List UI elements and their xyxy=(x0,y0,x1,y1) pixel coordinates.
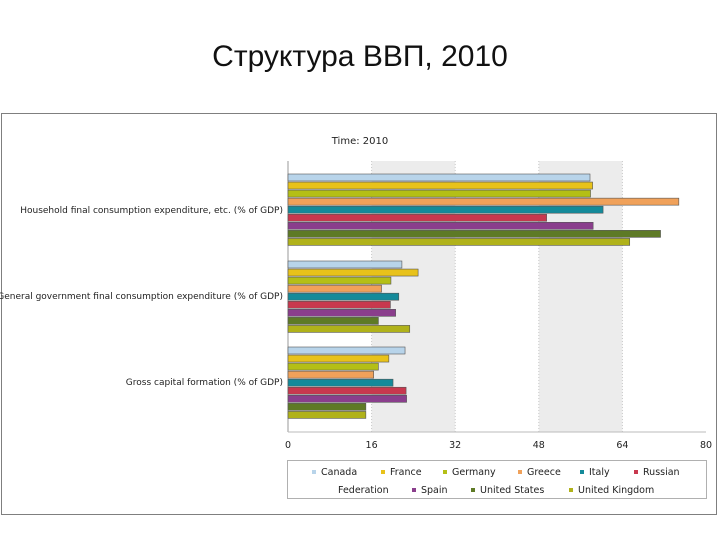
category-label: General government final consumption exp… xyxy=(0,292,283,302)
bar-spain-1 xyxy=(287,308,396,317)
bar-greece-0 xyxy=(287,197,680,206)
legend-label: Federation xyxy=(338,485,389,496)
tick-labels: 0 16 32 48 64 80 xyxy=(285,440,712,451)
bar-russian-federation-2 xyxy=(287,386,407,395)
x-tick-label: 80 xyxy=(700,440,712,451)
bar-united-kingdom-2 xyxy=(287,411,367,419)
x-tick-label: 32 xyxy=(449,440,461,451)
bar-united-states-1 xyxy=(287,317,379,325)
bar-italy-1 xyxy=(287,292,400,301)
bar-italy-0 xyxy=(287,205,604,214)
bar-france-0 xyxy=(287,181,593,190)
legend-item-spain[interactable]: Spain xyxy=(412,485,448,496)
legend-item-germany[interactable]: Germany xyxy=(443,467,496,478)
bar-greece-2 xyxy=(287,370,374,379)
category-label: Household final consumption expenditure,… xyxy=(20,206,283,216)
legend-swatch xyxy=(569,487,573,492)
bar-spain-0 xyxy=(287,222,594,230)
legend-label: Russian xyxy=(643,467,680,478)
legend-item-united-kingdom[interactable]: United Kingdom xyxy=(569,485,654,496)
x-tick-label: 0 xyxy=(285,440,291,451)
legend-label: United Kingdom xyxy=(578,485,655,496)
legend-item-greece[interactable]: Greece xyxy=(518,467,561,478)
legend-swatch xyxy=(471,487,475,492)
category-label: Gross capital formation (% of GDP) xyxy=(126,378,283,388)
legend-swatch xyxy=(443,469,447,474)
bar-spain-2 xyxy=(287,394,407,403)
bar-greece-1 xyxy=(287,284,382,293)
bar-canada-0 xyxy=(287,173,591,182)
legend-label: Canada xyxy=(321,467,358,478)
legend-label: United States xyxy=(480,485,545,496)
chart-title: Time: 2010 xyxy=(331,136,388,147)
bar-russian-federation-1 xyxy=(287,300,391,309)
bar-canada-1 xyxy=(287,260,403,269)
category-labels: Household final consumption expenditure,… xyxy=(0,206,283,388)
bar-united-kingdom-1 xyxy=(287,325,411,333)
bar-russian-federation-0 xyxy=(287,213,547,222)
legend-item-france[interactable]: France xyxy=(381,467,422,478)
legend-item-canada[interactable]: Canada xyxy=(312,467,357,478)
bar-germany-1 xyxy=(287,276,392,285)
x-tick-label: 16 xyxy=(366,440,378,451)
bar-germany-0 xyxy=(287,189,591,198)
legend-swatch xyxy=(634,469,638,474)
bar-united-states-0 xyxy=(287,230,661,238)
bar-italy-2 xyxy=(287,378,394,387)
legend-swatch xyxy=(412,487,416,492)
x-tick-label: 64 xyxy=(616,440,628,451)
legend-label: France xyxy=(390,467,422,478)
legend-item-russian[interactable]: Russian xyxy=(634,467,680,478)
legend-swatch xyxy=(381,469,385,474)
legend-item-federation: Federation xyxy=(338,485,389,496)
x-tick-label: 48 xyxy=(533,440,545,451)
legend-swatch xyxy=(580,469,584,474)
bar-france-2 xyxy=(287,354,390,363)
slide-title: Структура ВВП, 2010 xyxy=(212,40,508,73)
legend-label: Germany xyxy=(452,467,496,478)
legend-label: Greece xyxy=(527,467,561,478)
chart-bars xyxy=(287,173,680,419)
legend-swatch xyxy=(518,469,522,474)
legend-item-united-states[interactable]: United States xyxy=(471,485,544,496)
bar-united-states-2 xyxy=(287,403,367,411)
bar-united-kingdom-0 xyxy=(287,238,631,246)
bar-france-1 xyxy=(287,268,419,277)
chart-legend: Canada France Germany Greece Italy Russi… xyxy=(287,460,707,499)
bar-germany-2 xyxy=(287,362,379,371)
legend-item-italy[interactable]: Italy xyxy=(580,467,610,478)
legend-label: Italy xyxy=(589,467,610,478)
legend-swatch xyxy=(312,469,316,474)
bar-canada-2 xyxy=(287,346,406,355)
legend-label: Spain xyxy=(421,485,448,496)
